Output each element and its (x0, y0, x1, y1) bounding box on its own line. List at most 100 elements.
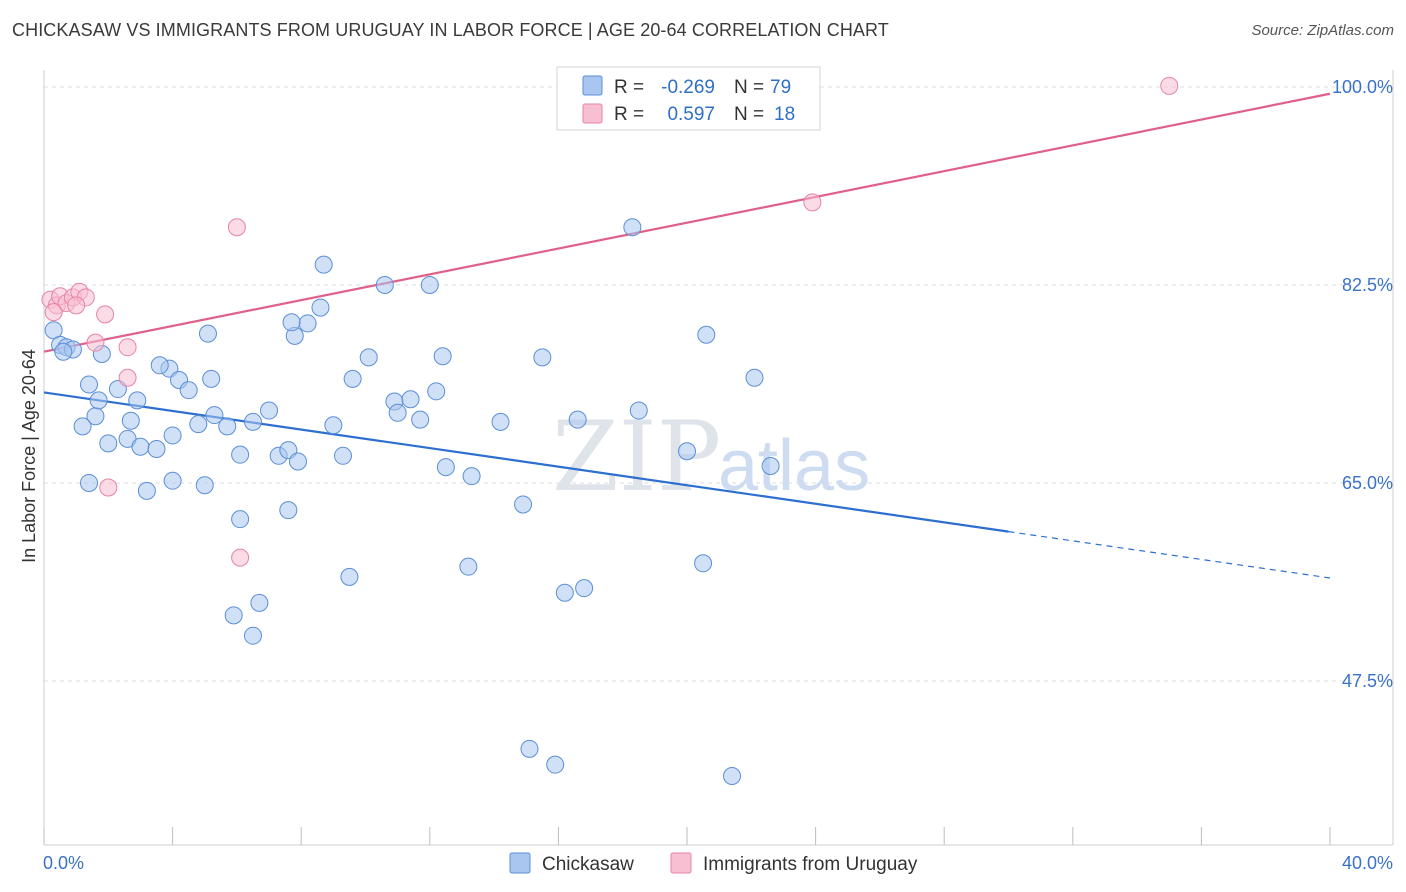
stats-n-label-1: N = (734, 104, 764, 125)
chickasaw-point-19 (189, 415, 208, 434)
legend-label-uruguay: Immigrants from Uruguay (703, 854, 918, 875)
stats-n-value-0: 79 (770, 77, 791, 98)
stats-legend: R = -0.269 N = 79 R = 0.597 N = 18 (556, 66, 821, 131)
chickasaw-point-50 (568, 410, 587, 429)
chickasaw-point-40 (411, 410, 430, 429)
chickasaw-point-45 (436, 458, 455, 477)
chickasaw-point-74 (282, 313, 301, 332)
chickasaw-point-70 (250, 593, 269, 612)
chickasaw-point-22 (218, 417, 237, 436)
chickasaw-point-55 (745, 368, 764, 387)
chickasaw-point-33 (333, 446, 352, 465)
stats-r-value-1: 0.597 (667, 104, 715, 125)
chickasaw-point-20 (202, 369, 221, 388)
chickasaw-point-64 (459, 557, 478, 576)
chickasaw-point-25 (260, 401, 279, 420)
legend-swatch-chickasaw (509, 852, 531, 874)
chickasaw-point-49 (533, 348, 552, 367)
chickasaw-point-68 (224, 606, 243, 625)
uruguay-point-17 (67, 296, 86, 315)
chickasaw-point-77 (99, 434, 118, 453)
stats-n-value-1: 18 (774, 104, 795, 125)
chickasaw-trend-extension (1008, 531, 1331, 579)
chickasaw-trend-line (43, 391, 1009, 533)
uruguay-point-7 (96, 305, 115, 324)
uruguay-point-16 (44, 303, 63, 322)
chickasaw-point-41 (420, 275, 439, 294)
chickasaw-point-67 (694, 554, 713, 573)
chickasaw-point-34 (343, 369, 362, 388)
chickasaw-point-32 (324, 416, 343, 435)
uruguay-point-11 (99, 478, 118, 497)
chickasaw-point-36 (375, 275, 394, 294)
chickasaw-point-47 (491, 412, 510, 431)
x-tick-label-min: 0.0% (43, 853, 84, 873)
y-tick-label-1: 82.5% (1342, 275, 1393, 295)
x-tick-label-max: 40.0% (1342, 853, 1393, 873)
uruguay-trend-line (43, 92, 1331, 353)
chickasaw-point-58 (137, 481, 156, 500)
chickasaw-point-14 (150, 356, 169, 375)
y-tick-label-3: 47.5% (1342, 671, 1393, 691)
chickasaw-point-75 (89, 391, 108, 410)
uruguay-point-8 (86, 333, 105, 352)
chickasaw-point-11 (118, 429, 137, 448)
chickasaw-point-78 (205, 406, 224, 425)
axes (43, 70, 1394, 846)
chickasaw-point-38 (388, 403, 407, 422)
uruguay-point-10 (118, 368, 137, 387)
chickasaw-point-53 (678, 442, 696, 461)
chickasaw-point-16 (179, 381, 198, 400)
chart-title: CHICKASAW VS IMMIGRANTS FROM URUGUAY IN … (12, 20, 889, 40)
chickasaw-point-54 (697, 325, 716, 344)
chickasaw-point-4 (54, 342, 73, 361)
uruguay-point-14 (803, 193, 822, 212)
legend-swatch-uruguay (670, 852, 692, 874)
uruguay-point-9 (118, 338, 137, 357)
y-tick-label-0: 100.0% (1332, 77, 1393, 97)
chickasaw-point-21 (198, 324, 217, 343)
chickasaw-point-76 (73, 417, 92, 436)
y-tick-label-2: 65.0% (1342, 473, 1393, 493)
chickasaw-point-18 (147, 440, 166, 459)
uruguay-point-15 (1160, 76, 1179, 95)
data-points (41, 76, 1179, 785)
chickasaw-point-39 (401, 390, 420, 409)
chickasaw-point-17 (163, 426, 182, 445)
chickasaw-point-6 (80, 375, 99, 394)
chickasaw-point-46 (462, 467, 481, 486)
trend-lines (43, 92, 1331, 579)
chickasaw-point-56 (761, 456, 780, 475)
chickasaw-point-51 (623, 218, 642, 237)
chickasaw-point-12 (131, 437, 150, 456)
chickasaw-point-63 (340, 567, 359, 586)
chickasaw-point-8 (128, 391, 147, 410)
chickasaw-point-62 (279, 501, 298, 520)
stats-r-label-0: R = (614, 77, 644, 98)
chickasaw-point-57 (80, 473, 99, 492)
watermark: ZIP atlas (552, 401, 870, 513)
y-axis-title: In Labor Force | Age 20-64 (19, 349, 39, 563)
chickasaw-point-23 (231, 445, 250, 464)
series-legend: Chickasaw Immigrants from Uruguay (509, 852, 918, 875)
uruguay-point-13 (231, 548, 250, 567)
chickasaw-point-10 (121, 411, 140, 430)
chickasaw-point-24 (243, 412, 262, 431)
chickasaw-point-60 (195, 476, 214, 495)
chickasaw-point-35 (359, 348, 378, 367)
y-tick-labels: 100.0% 82.5% 65.0% 47.5% (1332, 77, 1393, 691)
stats-r-value-0: -0.269 (661, 77, 715, 98)
chickasaw-point-66 (575, 579, 594, 598)
source-credit: Source: ZipAtlas.com (1251, 22, 1394, 39)
chickasaw-point-42 (427, 382, 446, 401)
chickasaw-point-73 (723, 766, 742, 785)
stats-n-label-0: N = (734, 77, 764, 98)
chickasaw-point-48 (514, 495, 533, 514)
chickasaw-point-72 (546, 755, 565, 774)
chickasaw-point-52 (629, 401, 648, 420)
chickasaw-point-31 (314, 255, 333, 274)
gridlines (44, 86, 1393, 682)
stats-swatch-uruguay (582, 103, 603, 124)
chickasaw-point-65 (555, 583, 574, 602)
